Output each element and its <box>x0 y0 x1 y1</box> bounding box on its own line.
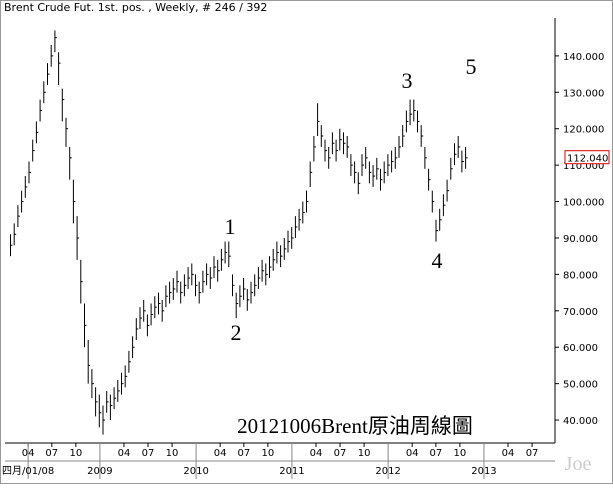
year-label: 四月/01/08 <box>2 465 54 477</box>
wave-label: 4 <box>432 248 443 273</box>
x-tick-label: 10 <box>166 448 179 459</box>
last-price-box <box>564 150 610 165</box>
x-tick-label: 07 <box>237 448 250 459</box>
x-tick-label: 07 <box>526 448 539 459</box>
y-tick-label: 120.000 <box>563 125 604 136</box>
y-tick-label: 60.000 <box>563 343 598 354</box>
x-tick-label: 07 <box>45 448 58 459</box>
wave-label: 2 <box>231 320 242 345</box>
watermark: Joe <box>565 453 592 475</box>
last-price-label: 112.040 <box>567 154 608 165</box>
x-tick-label: 04 <box>406 448 419 459</box>
year-label: 2013 <box>471 466 496 477</box>
wave-label: 1 <box>225 214 236 239</box>
y-tick-label: 130.000 <box>563 88 604 99</box>
x-tick-label: 07 <box>429 448 442 459</box>
x-tick-label: 10 <box>69 448 82 459</box>
wave-label: 5 <box>466 54 477 79</box>
x-tick-label: 04 <box>118 448 131 459</box>
x-tick-label: 04 <box>502 448 515 459</box>
year-label: 2009 <box>87 466 112 477</box>
year-label: 2010 <box>183 466 208 477</box>
y-tick-label: 50.000 <box>563 380 598 391</box>
x-tick-label: 10 <box>358 448 371 459</box>
wave-label: 3 <box>402 68 413 93</box>
y-tick-label: 40.000 <box>563 416 598 427</box>
chart-title: Brent Crude Fut. 1st. pos. , Weekly, # 2… <box>4 1 267 14</box>
y-tick-label: 110.000 <box>563 161 604 172</box>
x-tick-label: 10 <box>262 448 275 459</box>
y-tick-label: 70.000 <box>563 307 598 318</box>
x-tick-label: 10 <box>454 448 467 459</box>
year-label: 2012 <box>375 466 400 477</box>
y-tick-label: 90.000 <box>563 234 598 245</box>
y-tick-label: 140.000 <box>563 52 604 63</box>
y-tick-label: 80.000 <box>563 270 598 281</box>
year-label: 2011 <box>279 466 304 477</box>
x-tick-label: 04 <box>214 448 227 459</box>
y-tick-label: 100.000 <box>563 198 604 209</box>
x-tick-label: 07 <box>334 448 347 459</box>
x-tick-label: 04 <box>310 448 323 459</box>
caption: 20121006Brent原油周線圖 <box>237 414 473 438</box>
x-tick-label: 07 <box>142 448 155 459</box>
